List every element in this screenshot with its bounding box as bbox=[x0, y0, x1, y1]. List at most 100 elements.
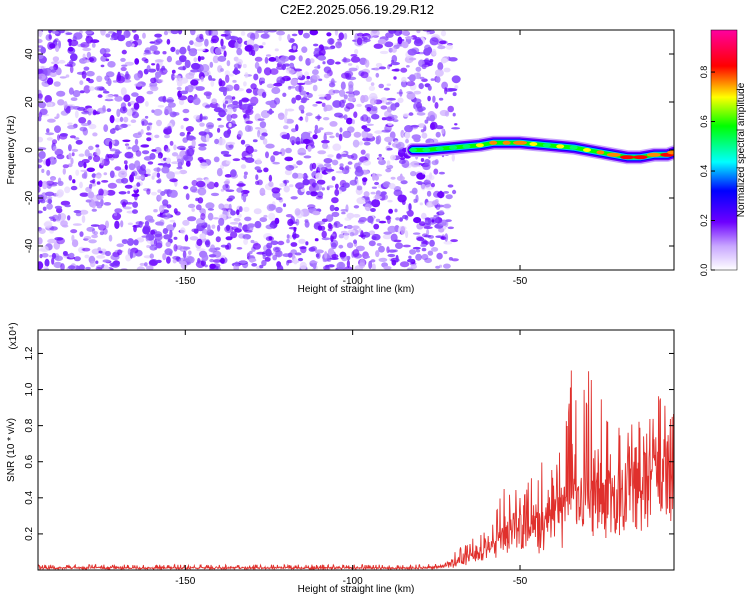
noise-speckle bbox=[121, 49, 127, 55]
noise-speckle bbox=[429, 172, 433, 180]
noise-speckle bbox=[338, 244, 344, 249]
noise-speckle bbox=[151, 63, 156, 66]
noise-speckle bbox=[97, 94, 103, 98]
noise-speckle bbox=[151, 109, 155, 113]
noise-speckle bbox=[38, 210, 43, 214]
noise-speckle bbox=[205, 104, 212, 108]
noise-speckle bbox=[208, 30, 212, 36]
noise-speckle bbox=[326, 214, 334, 223]
noise-speckle bbox=[47, 118, 56, 123]
noise-speckle bbox=[356, 32, 364, 37]
noise-speckle bbox=[136, 182, 141, 187]
noise-speckle bbox=[132, 209, 138, 214]
noise-speckle bbox=[326, 32, 332, 37]
noise-speckle bbox=[279, 183, 286, 187]
noise-speckle bbox=[295, 124, 299, 132]
noise-speckle bbox=[98, 87, 104, 91]
noise-speckle bbox=[110, 37, 115, 41]
noise-speckle bbox=[48, 183, 58, 187]
noise-speckle bbox=[170, 30, 179, 35]
noise-speckle bbox=[271, 187, 281, 194]
noise-speckle bbox=[65, 74, 70, 78]
noise-speckle bbox=[116, 34, 126, 42]
noise-speckle bbox=[46, 198, 53, 204]
noise-speckle bbox=[169, 111, 177, 118]
noise-speckle bbox=[343, 114, 348, 120]
noise-speckle bbox=[378, 83, 385, 89]
noise-speckle bbox=[420, 243, 427, 248]
noise-speckle bbox=[259, 121, 267, 129]
noise-speckle bbox=[379, 50, 389, 55]
noise-speckle bbox=[426, 202, 432, 208]
noise-speckle bbox=[216, 168, 223, 177]
noise-speckle bbox=[58, 59, 66, 64]
colorbar-label: Normalized spectral amplitude bbox=[736, 82, 747, 217]
noise-speckle bbox=[172, 258, 177, 264]
noise-speckle bbox=[214, 247, 221, 251]
noise-speckle bbox=[63, 101, 68, 110]
noise-speckle bbox=[247, 223, 256, 228]
noise-speckle bbox=[120, 57, 126, 62]
noise-speckle bbox=[276, 264, 284, 270]
noise-speckle bbox=[210, 78, 216, 81]
noise-speckle bbox=[209, 258, 215, 263]
noise-speckle bbox=[48, 216, 55, 219]
noise-speckle bbox=[269, 68, 279, 75]
noise-speckle bbox=[209, 102, 219, 109]
noise-speckle bbox=[59, 76, 67, 79]
noise-speckle bbox=[212, 259, 221, 263]
noise-speckle bbox=[46, 128, 50, 133]
noise-speckle bbox=[409, 190, 417, 194]
noise-speckle bbox=[404, 36, 414, 40]
noise-speckle bbox=[314, 249, 324, 254]
snr-y-multiplier: (x10⁴) bbox=[8, 322, 19, 349]
noise-speckle bbox=[180, 90, 189, 95]
noise-speckle bbox=[345, 102, 355, 110]
noise-speckle bbox=[103, 88, 107, 93]
noise-speckle bbox=[121, 177, 129, 184]
noise-speckle bbox=[191, 62, 201, 70]
noise-speckle bbox=[331, 211, 340, 218]
noise-speckle bbox=[260, 80, 265, 84]
noise-speckle bbox=[108, 234, 113, 242]
noise-speckle bbox=[123, 206, 132, 210]
noise-speckle bbox=[130, 119, 137, 123]
noise-speckle bbox=[54, 125, 61, 133]
colorbar-scale bbox=[710, 29, 738, 271]
noise-speckle bbox=[347, 126, 355, 133]
noise-speckle bbox=[415, 66, 422, 72]
noise-speckle bbox=[39, 253, 43, 259]
noise-speckle bbox=[65, 32, 73, 35]
noise-speckle bbox=[49, 71, 57, 78]
noise-speckle bbox=[354, 265, 363, 270]
noise-speckle bbox=[38, 65, 47, 69]
noise-speckle bbox=[153, 238, 158, 247]
noise-speckle bbox=[251, 49, 256, 57]
noise-speckle bbox=[166, 55, 172, 63]
signal-hotspot bbox=[489, 140, 498, 145]
noise-speckle bbox=[321, 102, 326, 107]
noise-speckle bbox=[397, 97, 404, 104]
noise-speckle bbox=[282, 92, 287, 98]
noise-speckle bbox=[121, 64, 128, 67]
noise-speckle bbox=[223, 203, 230, 209]
noise-speckle bbox=[190, 79, 199, 86]
noise-speckle bbox=[314, 238, 319, 242]
noise-speckle bbox=[71, 152, 75, 157]
noise-speckle bbox=[207, 208, 214, 211]
noise-speckle bbox=[370, 259, 376, 263]
noise-speckle bbox=[265, 54, 272, 57]
noise-speckle bbox=[179, 132, 185, 137]
noise-speckle bbox=[368, 230, 376, 236]
noise-speckle bbox=[100, 64, 105, 68]
noise-speckle bbox=[323, 117, 330, 121]
noise-speckle bbox=[265, 248, 272, 257]
noise-speckle bbox=[38, 158, 43, 163]
colorbar-tick-label: 0.0 bbox=[699, 264, 709, 277]
noise-speckle bbox=[38, 147, 47, 151]
noise-speckle bbox=[166, 38, 171, 45]
snr-panel: -150 -100 -50 0.2 0.4 0.6 0.8 1.0 1.2 Height of … bbox=[6, 322, 675, 595]
noise-speckle bbox=[250, 33, 256, 41]
noise-speckle bbox=[299, 261, 307, 270]
noise-speckle bbox=[185, 160, 191, 167]
